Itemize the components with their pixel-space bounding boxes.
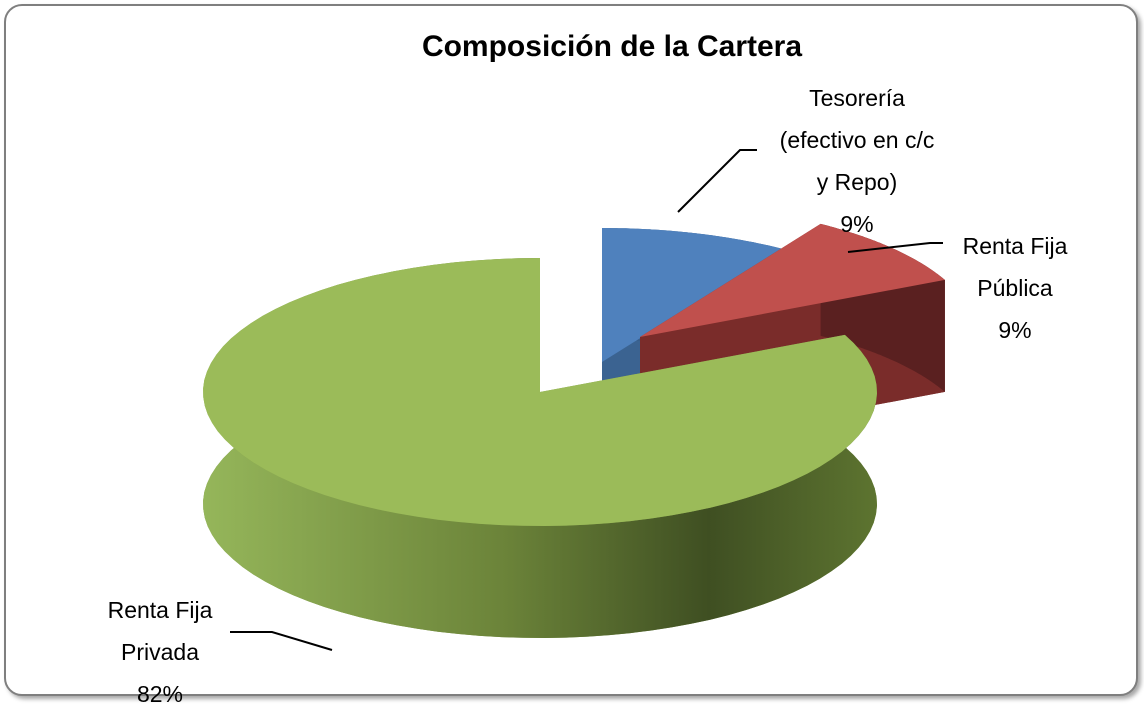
category-label: Renta Fija Pública: [962, 233, 1068, 301]
plot: [203, 149, 945, 651]
leader-line: [847, 242, 943, 253]
slice: [602, 228, 783, 362]
value-label: 9%: [998, 317, 1032, 343]
chart: Composición de la Cartera Tesorería (efe…: [4, 4, 1138, 707]
slice: [640, 223, 945, 337]
value-label: 9%: [840, 211, 874, 237]
slice: [203, 258, 878, 526]
slices: [203, 223, 945, 638]
leader-line: [677, 149, 757, 213]
category-label: Renta Fija Privada: [107, 597, 213, 665]
category-label: Tesorería (efectivo en c/c y Repo): [779, 85, 935, 195]
value-label: 82%: [136, 681, 184, 707]
data-label: Renta Fija Pública 9%: [930, 225, 1100, 351]
data-label: Renta Fija Privada 82%: [60, 589, 260, 715]
data-label: Tesorería (efectivo en c/c y Repo) 9%: [757, 77, 957, 245]
leader-lines: [230, 149, 943, 651]
chart-title: Composición de la Cartera: [421, 30, 803, 63]
leader-line: [230, 631, 333, 651]
